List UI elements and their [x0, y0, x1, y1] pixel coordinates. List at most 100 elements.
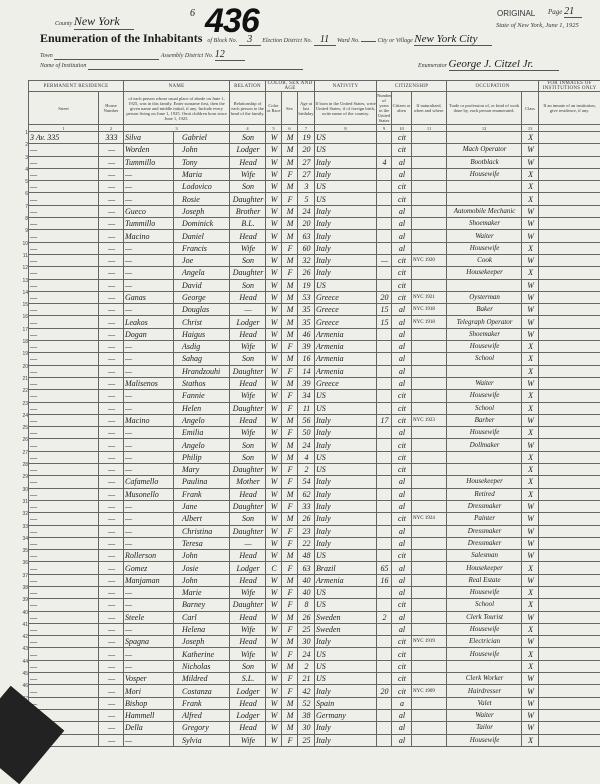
cell-age: 16 — [298, 353, 315, 365]
cell-occupation: Dressmaker — [447, 525, 522, 537]
cell-nativity: Italy — [315, 254, 377, 266]
cell-surname: — — [124, 353, 174, 365]
cell-years-in-us — [377, 242, 392, 254]
cell-house-number: — — [99, 734, 124, 746]
cell-nativity: Italy — [315, 230, 377, 242]
header-inmates: FOR INMATES OF INSTITUTIONS ONLY — [539, 81, 600, 92]
cell-color: W — [266, 402, 282, 414]
cell-naturalized — [412, 697, 447, 709]
cell-color: W — [266, 550, 282, 562]
cell-surname: — — [124, 537, 174, 549]
cell-house-number: — — [99, 636, 124, 648]
cell-house-number: — — [99, 673, 124, 685]
line-number: 42 — [14, 631, 28, 643]
cell-age: 32 — [298, 254, 315, 266]
cell-sex: F — [282, 242, 298, 254]
cell-given-name: Angelo — [174, 414, 230, 426]
cell-inmates — [539, 525, 600, 537]
census-table: PERMANENT RESIDENCE NAME RELATION COLOR,… — [28, 80, 600, 747]
cell-years-in-us — [377, 377, 392, 389]
cell-citizenship: cit — [392, 390, 412, 402]
cell-inmates — [539, 611, 600, 623]
cell-class: W — [522, 513, 539, 525]
cell-relation: Lodger — [230, 562, 266, 574]
cell-color: W — [266, 709, 282, 721]
cell-age: 53 — [298, 291, 315, 303]
cell-inmates — [539, 230, 600, 242]
cell-citizenship: cit — [392, 464, 412, 476]
cell-sex: M — [282, 550, 298, 562]
cell-naturalized — [412, 328, 447, 340]
cell-years-in-us — [377, 464, 392, 476]
cell-surname: — — [124, 464, 174, 476]
cell-inmates — [539, 722, 600, 734]
cell-street: — — [29, 279, 99, 291]
cell-sex: M — [282, 722, 298, 734]
cell-sex: M — [282, 316, 298, 328]
cell-surname: Vosper — [124, 673, 174, 685]
cell-age: 39 — [298, 377, 315, 389]
cell-class: X — [522, 168, 539, 180]
cell-color: W — [266, 488, 282, 500]
cell-sex: F — [282, 599, 298, 611]
cell-sex: F — [282, 586, 298, 598]
cell-color: W — [266, 734, 282, 746]
cell-age: 52 — [298, 697, 315, 709]
cell-age: 63 — [298, 230, 315, 242]
line-number: 37 — [14, 570, 28, 582]
cell-age: 38 — [298, 709, 315, 721]
cell-given-name: Gabriel — [174, 132, 230, 144]
cell-relation: Lodger — [230, 685, 266, 697]
cell-citizenship: cit — [392, 132, 412, 144]
cell-street: — — [29, 377, 99, 389]
cell-nativity: Greece — [315, 291, 377, 303]
cell-inmates — [539, 365, 600, 377]
cell-relation: Head — [230, 550, 266, 562]
cell-class: W — [522, 697, 539, 709]
county-value: New York — [74, 14, 134, 30]
cell-inmates — [539, 218, 600, 230]
column-number: 5 — [266, 125, 282, 132]
cell-nativity: Armenia — [315, 328, 377, 340]
cell-age: 39 — [298, 341, 315, 353]
cell-house-number: — — [99, 316, 124, 328]
header-name: NAME — [124, 81, 230, 92]
cell-street: — — [29, 181, 99, 193]
cell-surname: Gueco — [124, 205, 174, 217]
cell-street: — — [29, 242, 99, 254]
cell-street: — — [29, 476, 99, 488]
cell-sex: M — [282, 205, 298, 217]
cell-years-in-us — [377, 181, 392, 193]
cell-years-in-us — [377, 365, 392, 377]
cell-surname: — — [124, 304, 174, 316]
cell-years-in-us — [377, 525, 392, 537]
cell-surname: Cafamello — [124, 476, 174, 488]
line-number: 43 — [14, 643, 28, 655]
cell-surname: — — [124, 402, 174, 414]
cell-relation: Wife — [230, 242, 266, 254]
cell-sex: M — [282, 181, 298, 193]
cell-street: — — [29, 574, 99, 586]
cell-naturalized: NYC 1919 — [412, 636, 447, 648]
cell-relation: Daughter — [230, 193, 266, 205]
cell-street: — — [29, 586, 99, 598]
line-number: 40 — [14, 607, 28, 619]
cell-citizenship: cit — [392, 193, 412, 205]
column-number: 6 — [282, 125, 298, 132]
cell-years-in-us — [377, 193, 392, 205]
cell-class: X — [522, 464, 539, 476]
cell-occupation: Retired — [447, 488, 522, 500]
cell-inmates — [539, 267, 600, 279]
cell-color: W — [266, 476, 282, 488]
enumerator-value: George J. Citzel Jr. — [449, 58, 559, 71]
cell-street: — — [29, 168, 99, 180]
cell-inmates — [539, 414, 600, 426]
